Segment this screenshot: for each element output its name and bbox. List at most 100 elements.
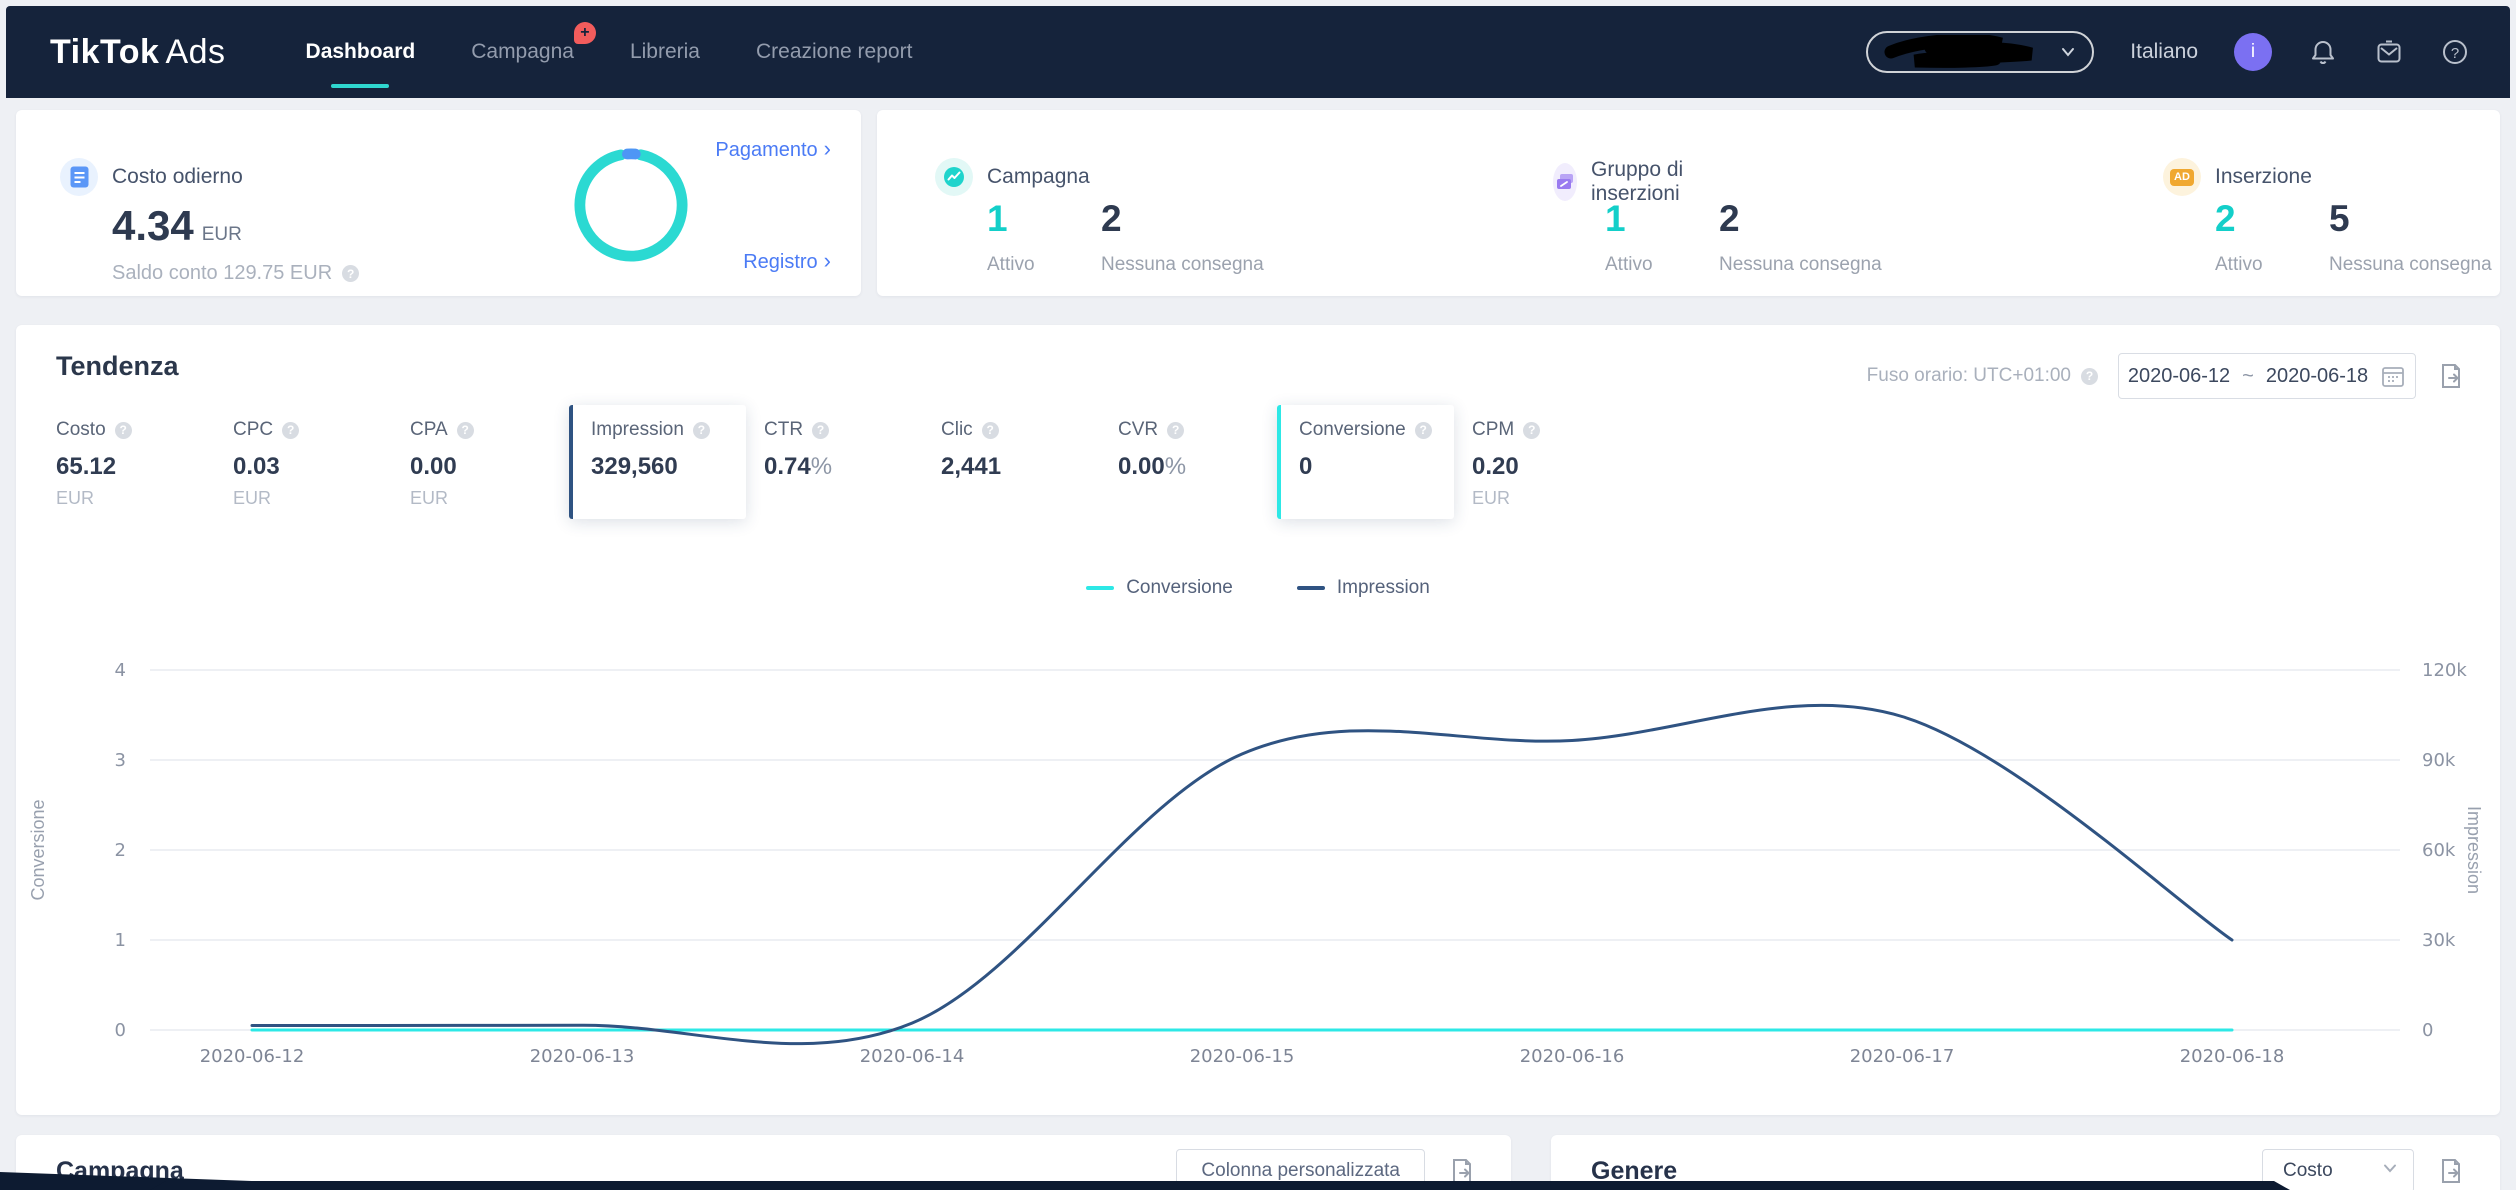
metric-ctr[interactable]: CTR? 0.74%: [746, 405, 923, 519]
bell-icon[interactable]: [2308, 37, 2338, 67]
metric-unit: EUR: [410, 488, 569, 509]
date-from: 2020-06-12: [2128, 365, 2230, 388]
help-icon[interactable]: ?: [2440, 37, 2470, 67]
nav-right-group: Italiano i ?: [1866, 31, 2470, 73]
metric-cpm[interactable]: CPM? 0.20 EUR: [1454, 405, 1631, 519]
ad-icon: AD: [2163, 158, 2201, 196]
left-axis-name: Conversione: [28, 799, 48, 900]
nav-item-campagna[interactable]: Campagna +: [469, 32, 576, 72]
help-icon[interactable]: ?: [1523, 422, 1540, 439]
budget-donut-chart: [572, 146, 690, 264]
help-icon[interactable]: ?: [115, 422, 132, 439]
cost-card: Costo odierno 4.34EUR Saldo conto 129.75…: [16, 110, 861, 296]
metric-selector-row: Costo? 65.12 EUR CPC? 0.03 EUR CPA? 0.00…: [38, 405, 1631, 519]
active-label: Attivo: [987, 254, 1101, 276]
balance-label: Saldo conto 129.75 EUR: [112, 262, 332, 285]
bottom-dark-strip: [150, 1181, 2290, 1190]
metric-cpa[interactable]: CPA? 0.00 EUR: [392, 405, 569, 519]
metric-label: CPM: [1472, 419, 1514, 441]
delivery-summary-card: Campagna 1 Attivo 2 Nessuna consegna Gru…: [877, 110, 2500, 296]
metric-conversione[interactable]: Conversione? 0: [1277, 405, 1454, 519]
calendar-icon: [2380, 363, 2406, 389]
legend-label: Impression: [1337, 577, 1430, 599]
y-axis-tick-left: 0: [115, 1020, 126, 1041]
gender-metric-select[interactable]: Costo: [2262, 1149, 2414, 1190]
metric-clic[interactable]: Clic? 2,441: [923, 405, 1100, 519]
help-icon[interactable]: ?: [812, 422, 829, 439]
active-label: Attivo: [1605, 254, 1719, 276]
metric-label: Impression: [591, 419, 684, 441]
date-separator: ~: [2242, 365, 2254, 388]
nav-item-label: Campagna: [471, 40, 574, 63]
metric-label: CPC: [233, 419, 273, 441]
metric-cpc[interactable]: CPC? 0.03 EUR: [215, 405, 392, 519]
cost-value: 4.34: [112, 202, 194, 249]
metric-unit: [1299, 488, 1454, 508]
trend-controls: Fuso orario: UTC+01:00 ? 2020-06-12 ~ 20…: [1867, 353, 2466, 399]
x-axis-label: 2020-06-17: [1850, 1046, 1955, 1067]
redacted-account-name: [1878, 35, 2058, 69]
metric-label: CTR: [764, 419, 803, 441]
metric-unit: EUR: [1472, 488, 1631, 509]
payment-link[interactable]: Pagamento ›: [715, 136, 831, 162]
x-axis-label: 2020-06-13: [530, 1046, 635, 1067]
avatar[interactable]: i: [2234, 33, 2272, 71]
nav-item-creazione-report[interactable]: Creazione report: [754, 32, 914, 72]
metric-label: CVR: [1118, 419, 1158, 441]
trend-card: Tendenza Fuso orario: UTC+01:00 ? 2020-0…: [16, 325, 2500, 1115]
metric-value: 329,560: [591, 453, 678, 480]
trend-title: Tendenza: [56, 351, 179, 382]
y-axis-tick-right: 0: [2422, 1020, 2433, 1041]
metric-impression[interactable]: Impression? 329,560: [569, 405, 746, 519]
selected-metric: Costo: [2283, 1160, 2333, 1182]
x-axis-label: 2020-06-18: [2180, 1046, 2285, 1067]
metric-value: 65.12: [56, 453, 116, 480]
help-icon[interactable]: ?: [282, 422, 299, 439]
language-selector[interactable]: Italiano: [2130, 40, 2198, 64]
metric-costo[interactable]: Costo? 65.12 EUR: [38, 405, 215, 519]
timezone-text: Fuso orario: UTC+01:00: [1867, 365, 2071, 387]
legend-conversione[interactable]: Conversione: [1086, 577, 1233, 599]
legend-impression[interactable]: Impression: [1297, 577, 1430, 599]
nav-item-dashboard[interactable]: Dashboard: [304, 32, 418, 72]
account-selector[interactable]: [1866, 31, 2094, 73]
metric-value: 0.74: [764, 453, 811, 480]
export-icon[interactable]: [2436, 361, 2466, 391]
active-count: 2: [2215, 198, 2329, 240]
log-link[interactable]: Registro›: [743, 248, 831, 274]
metric-label: CPA: [410, 419, 448, 441]
date-to: 2020-06-18: [2266, 365, 2368, 388]
chevron-down-icon: [2381, 1159, 2399, 1183]
y-axis-tick-right: 60k: [2422, 840, 2456, 861]
y-axis-tick-right: 30k: [2422, 930, 2456, 951]
y-axis-tick-left: 4: [115, 660, 126, 681]
help-icon[interactable]: ?: [342, 265, 359, 282]
help-icon[interactable]: ?: [982, 422, 999, 439]
metric-unit: [764, 488, 923, 508]
log-label: Registro: [743, 251, 817, 273]
no-delivery-label: Nessuna consegna: [2329, 254, 2492, 276]
cost-card-title: Costo odierno: [112, 165, 243, 189]
no-delivery-count: 2: [1101, 198, 1264, 240]
no-delivery-label: Nessuna consegna: [1101, 254, 1264, 276]
document-icon: [60, 158, 98, 196]
payment-label: Pagamento: [715, 139, 817, 161]
help-icon[interactable]: ?: [693, 422, 710, 439]
help-icon[interactable]: ?: [1415, 422, 1432, 439]
help-icon[interactable]: ?: [1167, 422, 1184, 439]
metric-value: 0.00: [1118, 453, 1165, 480]
date-range-picker[interactable]: 2020-06-12 ~ 2020-06-18: [2118, 353, 2416, 399]
export-icon[interactable]: [2436, 1156, 2466, 1186]
nav-item-libreria[interactable]: Libreria: [628, 32, 702, 72]
active-count: 1: [987, 198, 1101, 240]
chevron-down-icon: [2058, 42, 2078, 62]
metric-cvr[interactable]: CVR? 0.00%: [1100, 405, 1277, 519]
help-icon[interactable]: ?: [2081, 368, 2098, 385]
x-axis-label: 2020-06-15: [1190, 1046, 1295, 1067]
right-axis-name: Impression: [2464, 806, 2484, 894]
chevron-right-icon: ›: [824, 136, 831, 161]
inbox-icon[interactable]: [2374, 37, 2404, 67]
metric-label: Conversione: [1299, 419, 1406, 441]
help-icon[interactable]: ?: [457, 422, 474, 439]
top-nav: TikTokAds Dashboard Campagna + Libreria …: [6, 6, 2510, 98]
